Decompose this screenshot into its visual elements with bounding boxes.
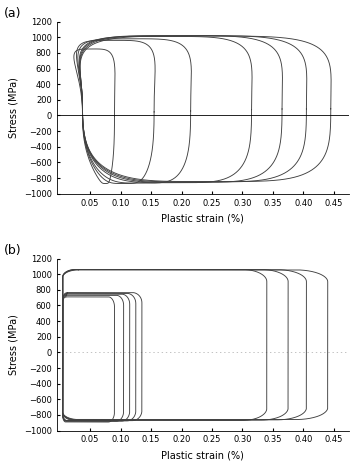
Y-axis label: Stress (MPa): Stress (MPa) [8,314,18,375]
Y-axis label: Stress (MPa): Stress (MPa) [8,77,18,138]
Text: (a): (a) [4,7,21,20]
X-axis label: Plastic strain (%): Plastic strain (%) [161,450,244,460]
Text: (b): (b) [4,244,22,257]
X-axis label: Plastic strain (%): Plastic strain (%) [161,213,244,223]
